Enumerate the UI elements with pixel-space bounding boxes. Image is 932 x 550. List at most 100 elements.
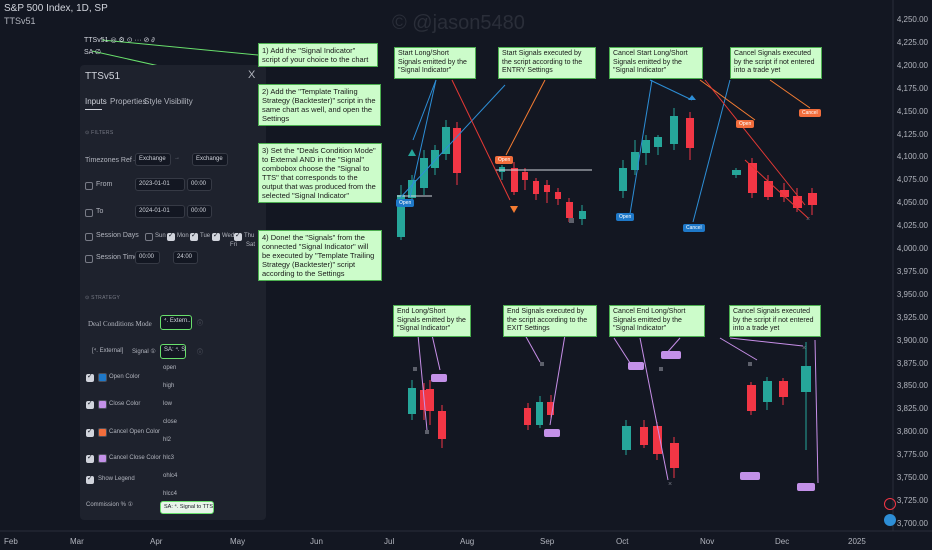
day-wed-checkbox[interactable] (212, 231, 220, 241)
candles-cancel-exec: × (732, 158, 817, 223)
cancel-open-color-swatch[interactable] (98, 428, 107, 437)
session-days-label: Session Days (96, 232, 139, 239)
alert-icon[interactable] (884, 498, 896, 510)
note-end-exec: End Signals executed by the script accor… (503, 305, 597, 337)
from-time-input[interactable]: 00:00 (187, 178, 212, 191)
price-tick: 3,900.00 (896, 335, 928, 345)
dropdown-option[interactable]: high (163, 383, 175, 389)
tab-style[interactable]: Style (144, 97, 162, 106)
close-label (544, 429, 560, 437)
close-color-swatch[interactable] (98, 400, 107, 409)
cancel-close-color-swatch[interactable] (98, 454, 107, 463)
price-tick: 4,025.00 (896, 221, 928, 231)
legend-row-strategy[interactable]: TTSv51 ◎ ⚙ ⊙ ··· ⊘ ∂ (84, 37, 155, 44)
tz-from-select[interactable]: Exchange (135, 153, 171, 166)
time-tick: Jun (310, 537, 323, 546)
price-tick: 3,975.00 (896, 266, 928, 276)
svg-text:×: × (668, 481, 672, 488)
signal-select[interactable]: SA: ⁴. Si... (160, 344, 186, 359)
cancel-close-label (740, 472, 760, 480)
session-end-input[interactable]: 24:00 (173, 251, 198, 264)
price-tick: 4,050.00 (896, 198, 928, 208)
to-time-input[interactable]: 00:00 (187, 205, 212, 218)
price-tick: 3,750.00 (896, 473, 928, 482)
tab-visibility[interactable]: Visibility (164, 97, 193, 106)
show-legend-checkbox[interactable] (86, 474, 94, 484)
dropdown-option[interactable]: close (163, 419, 178, 425)
time-tick: Apr (150, 537, 163, 546)
close-color-checkbox[interactable] (86, 399, 94, 409)
settings-dialog: TTSv51 X Inputs Properties Style Visibil… (80, 65, 266, 520)
deal-conditions-select[interactable]: ⁴. Extern... (160, 315, 192, 330)
cancel-label: Cancel (683, 224, 705, 232)
note-cancel-start-emit: Cancel Start Long/Short Signals emitted … (609, 47, 703, 79)
to-checkbox[interactable] (85, 209, 93, 217)
day-mon-checkbox[interactable] (167, 231, 175, 241)
time-tick: May (230, 537, 246, 546)
time-tick: Sep (540, 537, 555, 546)
note-cancel-end-emit: Cancel End Long/Short Signals emitted by… (609, 305, 705, 337)
day-thu-checkbox[interactable] (234, 231, 242, 241)
price-tick: 3,925.00 (896, 312, 928, 322)
selected-signal-option[interactable]: SA: ⁴. Signal to TTS (160, 501, 214, 514)
note-step-4: 4) Done! the "Signals" from the connecte… (258, 230, 382, 281)
open-color-swatch[interactable] (98, 373, 107, 382)
from-date-input[interactable]: 2023-01-01 (135, 178, 185, 191)
day-tue-checkbox[interactable] (190, 231, 198, 241)
time-tick: Oct (616, 537, 629, 546)
tab-properties[interactable]: Properties (110, 97, 147, 106)
price-tick: 4,100.00 (896, 152, 928, 162)
session-time-checkbox[interactable] (85, 255, 93, 263)
legend-row-signal[interactable]: SA ∅ (84, 49, 101, 56)
note-cancel-exec-bottom: Cancel Signals executed by the script if… (729, 305, 821, 337)
candles-cancel-end-emit: × (622, 367, 679, 488)
price-tick: 3,775.00 (896, 450, 928, 460)
candles-start-exec (495, 162, 592, 225)
tz-to-select[interactable]: Exchange (192, 153, 228, 166)
price-tick: 3,875.00 (896, 358, 928, 368)
price-tick: 3,825.00 (896, 404, 928, 414)
day-sat-label: Sat (246, 242, 256, 248)
day-thu-label: Thu (244, 233, 255, 239)
time-tick: Nov (700, 537, 715, 546)
close-icon[interactable]: X (248, 69, 256, 81)
open-color-checkbox[interactable] (86, 372, 94, 382)
dropdown-option[interactable]: ohlc4 (163, 473, 178, 479)
tab-inputs[interactable]: Inputs (85, 97, 107, 106)
price-tick: 4,250.00 (896, 15, 928, 24)
price-tick: 3,700.00 (896, 518, 928, 528)
open-label: Open (616, 213, 635, 221)
time-tick: 2025 (848, 537, 866, 546)
to-date-input[interactable]: 2024-01-01 (135, 205, 185, 218)
dropdown-option[interactable]: open (163, 365, 177, 371)
signal-triangle (408, 149, 416, 156)
dropdown-option[interactable]: hlcc4 (163, 491, 178, 497)
tab-underline (85, 109, 102, 110)
dropdown-option[interactable]: low (163, 401, 173, 407)
dropdown-option[interactable]: hl2 (163, 437, 172, 443)
watermark: © @jason5480 (392, 12, 525, 34)
from-checkbox[interactable] (85, 182, 93, 190)
note-step-2: 2) Add the "Template Trailing Strategy (… (258, 84, 381, 126)
price-tick: 3,725.00 (896, 495, 928, 505)
arrow-icon: → (174, 155, 180, 161)
price-tick: 4,150.00 (896, 106, 928, 116)
day-sun-checkbox[interactable] (145, 233, 153, 241)
candles-cancel-end-exec: × (747, 342, 811, 450)
time-tick: Dec (775, 537, 790, 546)
close-color-label: Close Color (109, 401, 141, 407)
dropdown-option[interactable]: hlc3 (163, 455, 175, 461)
session-start-input[interactable]: 00:00 (135, 251, 160, 264)
time-tick: Feb (4, 537, 18, 546)
note-start-emit: Start Long/Short Signals emitted by the … (394, 47, 476, 79)
cancel-close-label (661, 351, 681, 359)
svg-text:×: × (806, 216, 810, 223)
cancel-close-color-checkbox[interactable] (86, 453, 94, 463)
flag-icon[interactable] (884, 514, 896, 526)
cancel-open-color-checkbox[interactable] (86, 427, 94, 437)
session-days-checkbox[interactable] (85, 233, 93, 241)
cancel-close-label (797, 483, 815, 491)
open-label: Open (396, 199, 415, 207)
open-color-label: Open Color (109, 374, 140, 380)
